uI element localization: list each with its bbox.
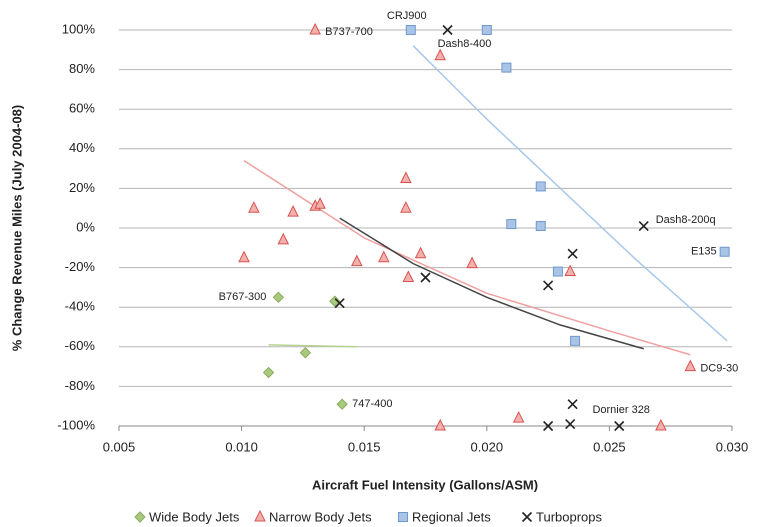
series: Dash8-400 Dash8-200q Dornier 328 bbox=[334, 24, 716, 432]
y-tick-label: 100% bbox=[62, 21, 96, 36]
legend-label: Turboprops bbox=[536, 509, 602, 524]
point bbox=[512, 410, 525, 423]
point-label: Dornier 328 bbox=[592, 404, 649, 416]
point bbox=[248, 201, 260, 213]
y-tick-label: -60% bbox=[65, 338, 96, 353]
point bbox=[638, 220, 649, 232]
point bbox=[535, 221, 546, 232]
legend-label: Wide Body Jets bbox=[149, 509, 240, 524]
point bbox=[405, 25, 416, 35]
legend-label: Narrow Body Jets bbox=[269, 509, 372, 524]
point bbox=[351, 254, 363, 267]
point bbox=[329, 295, 341, 307]
point bbox=[570, 335, 581, 346]
point bbox=[655, 418, 667, 431]
point-label: Dash8-400 bbox=[438, 38, 492, 50]
point bbox=[501, 62, 512, 73]
x-axis-title: Aircraft Fuel Intensity (Gallons/ASM) bbox=[312, 477, 538, 492]
point bbox=[277, 232, 290, 245]
point bbox=[238, 250, 250, 263]
point bbox=[506, 219, 517, 230]
point-label: CRJ900 bbox=[387, 10, 427, 22]
point-label: Dash8-200q bbox=[656, 214, 716, 226]
point-label: 747-400 bbox=[352, 398, 392, 410]
y-tick-label: 20% bbox=[69, 180, 95, 195]
point bbox=[719, 246, 730, 257]
trend-line bbox=[339, 217, 644, 350]
legend-label: Regional Jets bbox=[412, 509, 491, 524]
point bbox=[314, 197, 326, 209]
trend-line bbox=[243, 160, 691, 356]
series: B767-300 747-400 bbox=[219, 291, 393, 410]
series: CRJ900 E135 bbox=[387, 10, 730, 346]
point bbox=[287, 205, 299, 217]
point-label: E135 bbox=[691, 246, 717, 258]
x-tick-label: 0.030 bbox=[716, 439, 749, 454]
point bbox=[420, 272, 431, 283]
trend-line bbox=[268, 344, 357, 348]
y-tick-label: -100% bbox=[57, 417, 95, 432]
point bbox=[334, 298, 345, 309]
series: B737-700 DC9-30 bbox=[238, 22, 738, 431]
y-tick-label: -20% bbox=[65, 259, 96, 274]
y-tick-label: -80% bbox=[65, 378, 96, 393]
point bbox=[564, 264, 576, 277]
point bbox=[567, 399, 578, 410]
y-tick-label: 60% bbox=[69, 101, 95, 116]
point-label: DC9-30 bbox=[700, 363, 738, 375]
point bbox=[262, 366, 275, 379]
point bbox=[481, 25, 492, 35]
point bbox=[378, 250, 390, 263]
x-tick-label: 0.025 bbox=[593, 439, 626, 454]
legend-marker bbox=[521, 511, 533, 523]
y-tick-label: 0% bbox=[76, 219, 95, 234]
point bbox=[535, 181, 546, 192]
y-tick-label: 40% bbox=[69, 140, 95, 155]
point bbox=[402, 270, 415, 282]
point bbox=[414, 246, 427, 259]
point bbox=[614, 420, 625, 432]
point-label: B767-300 bbox=[219, 291, 267, 303]
y-axis-title: % Change Revenue Miles (July 2004-08) bbox=[9, 105, 24, 351]
legend-marker bbox=[398, 512, 408, 522]
point bbox=[565, 418, 576, 430]
point bbox=[309, 22, 321, 35]
point bbox=[543, 420, 554, 432]
x-tick-label: 0.010 bbox=[225, 439, 258, 454]
point bbox=[400, 201, 412, 213]
point-label: B737-700 bbox=[325, 26, 373, 38]
point bbox=[336, 398, 348, 410]
legend-marker bbox=[134, 511, 146, 523]
point bbox=[434, 418, 447, 431]
point bbox=[400, 171, 412, 183]
point bbox=[434, 48, 447, 61]
point bbox=[442, 24, 453, 36]
trend-line bbox=[412, 45, 728, 342]
point bbox=[567, 248, 578, 259]
x-tick-label: 0.020 bbox=[471, 439, 504, 454]
point bbox=[684, 359, 697, 372]
point bbox=[466, 256, 478, 269]
point bbox=[272, 291, 285, 304]
x-tick-label: 0.005 bbox=[103, 439, 136, 454]
y-tick-label: 80% bbox=[69, 61, 95, 76]
legend-marker bbox=[254, 509, 266, 522]
point bbox=[299, 347, 312, 359]
y-tick-label: -40% bbox=[65, 299, 96, 314]
x-tick-label: 0.015 bbox=[348, 439, 381, 454]
point bbox=[552, 266, 563, 277]
point bbox=[543, 280, 554, 291]
